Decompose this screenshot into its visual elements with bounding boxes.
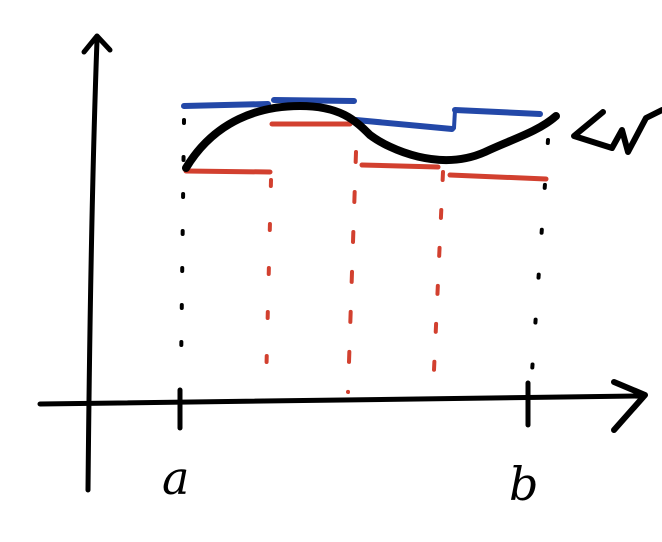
x-axis	[37, 393, 643, 407]
curve-annotation-squiggle	[571, 107, 662, 155]
upper-step-4	[452, 107, 543, 117]
lower-step-1	[183, 168, 273, 175]
upper-sum-steps	[181, 97, 543, 132]
upper-step-1	[181, 101, 271, 109]
x-axis-arrowhead	[611, 379, 648, 433]
axes	[37, 33, 648, 493]
y-axis	[85, 37, 100, 493]
lower-step-4	[447, 172, 549, 182]
function-curve	[182, 102, 560, 172]
guide-x1	[264, 178, 273, 388]
label-a: a	[162, 451, 189, 505]
lower-step-3	[359, 162, 441, 170]
label-b: b	[509, 457, 538, 511]
axis-ticks: a b	[162, 380, 538, 511]
guide-a	[179, 118, 186, 374]
upper-step-3	[353, 117, 455, 132]
partition-guides	[179, 118, 550, 394]
upper-step-2	[271, 97, 357, 104]
y-axis-arrowhead	[81, 33, 113, 55]
lower-sum-steps	[183, 121, 549, 182]
guide-x3	[431, 170, 445, 394]
guide-b	[530, 138, 550, 374]
guide-x2	[346, 150, 358, 394]
upper-step-3-riser	[452, 108, 457, 130]
